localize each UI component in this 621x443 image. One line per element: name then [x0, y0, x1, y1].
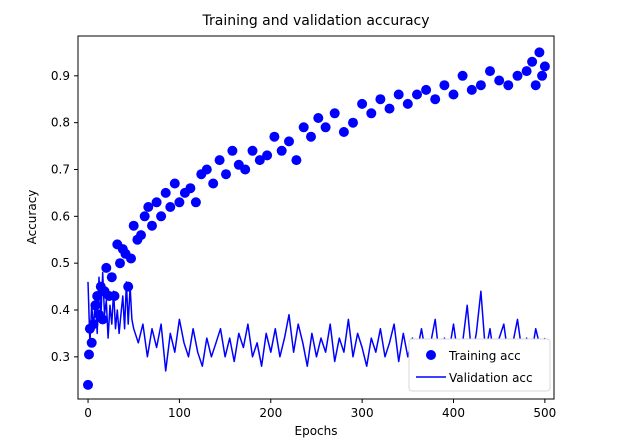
- training-acc-point: [485, 66, 495, 77]
- training-acc-point: [147, 220, 157, 231]
- training-acc-point: [126, 253, 136, 264]
- training-acc-point: [208, 178, 219, 189]
- training-acc-point: [227, 145, 238, 156]
- y-tick-label: 0.3: [51, 350, 70, 364]
- training-acc-point: [338, 127, 349, 137]
- training-acc-point: [97, 314, 108, 325]
- training-acc-point: [109, 291, 120, 301]
- training-acc-point: [160, 187, 171, 198]
- y-tick-label: 0.4: [51, 303, 70, 317]
- training-acc-point: [86, 337, 97, 348]
- training-acc-point: [512, 70, 523, 81]
- training-acc-point: [101, 262, 112, 273]
- y-tick-label: 0.9: [51, 69, 70, 83]
- training-acc-point: [201, 164, 212, 175]
- training-acc-point: [402, 98, 413, 109]
- training-acc-point: [313, 113, 324, 123]
- training-acc-point: [269, 131, 280, 142]
- training-acc-point: [221, 169, 231, 180]
- y-tick-label: 0.7: [51, 162, 70, 176]
- training-acc-point: [306, 131, 316, 142]
- training-acc-point: [156, 211, 167, 222]
- training-acc-point: [503, 80, 514, 91]
- training-acc-point: [115, 258, 125, 269]
- training-acc-point: [475, 80, 486, 91]
- training-acc-point: [151, 197, 162, 208]
- legend: Training acc Validation acc: [408, 338, 551, 392]
- training-acc-point: [165, 202, 176, 212]
- training-acc-point: [254, 155, 265, 166]
- x-tick-label: 0: [84, 406, 92, 420]
- training-acc-point: [527, 56, 538, 67]
- x-tick-label: 300: [351, 406, 374, 420]
- chart-title: Training and validation accuracy: [201, 13, 429, 29]
- legend-label-training: Training acc: [448, 349, 521, 363]
- legend-marker-training: [426, 350, 436, 360]
- plot-frame: [77, 35, 555, 400]
- training-acc-point: [284, 136, 294, 147]
- x-tick-label: 500: [533, 406, 556, 420]
- y-axis-ticks: 0.3 0.4 0.5 0.6 0.7 0.8 0.9: [51, 69, 78, 364]
- y-tick-label: 0.8: [51, 116, 70, 130]
- training-acc-point: [534, 47, 545, 58]
- training-acc-point: [384, 103, 395, 114]
- training-acc-point: [247, 145, 258, 156]
- training-acc-point: [262, 150, 273, 161]
- x-tick-label: 100: [168, 406, 191, 420]
- training-acc-point: [530, 80, 541, 91]
- training-acc-point: [421, 84, 432, 95]
- legend-label-validation: Validation acc: [449, 371, 533, 385]
- training-acc-point: [90, 300, 101, 311]
- training-acc-point: [276, 145, 287, 156]
- training-acc-point: [143, 202, 154, 212]
- x-tick-label: 400: [442, 406, 465, 420]
- training-acc-point: [139, 211, 150, 222]
- training-acc-point: [185, 183, 196, 194]
- training-acc-point: [393, 89, 404, 100]
- training-acc-point: [83, 379, 93, 390]
- training-acc-point: [92, 291, 103, 301]
- training-acc-point: [412, 89, 422, 100]
- y-tick-label: 0.6: [51, 209, 70, 223]
- training-acc-point: [174, 197, 185, 208]
- training-acc-point: [430, 94, 441, 105]
- training-acc-point: [357, 98, 368, 109]
- training-acc-point: [448, 89, 459, 100]
- training-series: [83, 47, 550, 390]
- x-axis-ticks: 0 100 200 300 400 500: [84, 399, 556, 420]
- training-acc-point: [539, 61, 550, 72]
- training-acc-point: [366, 108, 377, 119]
- training-acc-point: [169, 178, 180, 189]
- training-acc-point: [298, 122, 309, 133]
- y-axis-label: Accuracy: [25, 190, 39, 245]
- x-tick-label: 200: [259, 406, 282, 420]
- x-axis-label: Epochs: [295, 424, 338, 438]
- training-acc-point: [375, 94, 386, 105]
- training-acc-point: [466, 84, 477, 95]
- training-acc-point: [494, 75, 505, 86]
- training-acc-point: [320, 122, 331, 133]
- training-acc-point: [106, 272, 117, 283]
- training-acc-point: [84, 349, 94, 360]
- training-acc-point: [214, 155, 225, 166]
- y-tick-label: 0.5: [51, 256, 70, 270]
- training-acc-point: [291, 155, 302, 166]
- training-acc-point: [190, 197, 201, 208]
- training-acc-point: [240, 164, 251, 175]
- training-acc-point: [537, 70, 548, 81]
- training-acc-point: [329, 108, 340, 119]
- training-acc-point: [439, 80, 450, 91]
- training-acc-point: [123, 281, 134, 292]
- training-acc-point: [88, 319, 99, 330]
- training-acc-point: [136, 230, 146, 241]
- training-acc-point: [348, 117, 358, 128]
- legend-box: [408, 338, 551, 392]
- training-acc-point: [128, 220, 139, 231]
- training-acc-point: [457, 70, 468, 81]
- training-acc-point: [521, 66, 532, 77]
